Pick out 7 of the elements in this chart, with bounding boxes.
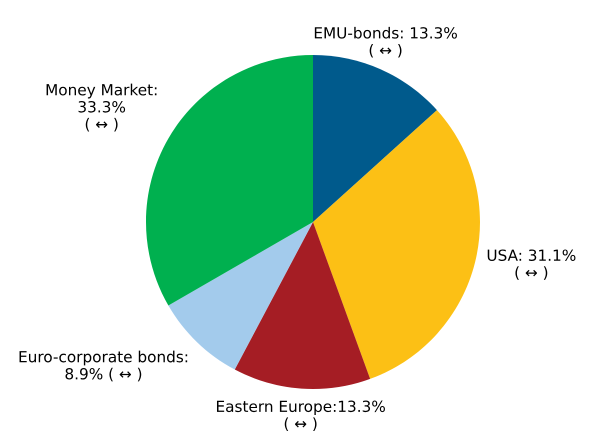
pie-slice xyxy=(234,222,370,389)
pie-slice xyxy=(313,110,480,379)
slice-label: Euro-corporate bonds: 8.9% ( ↔ ) xyxy=(20,350,188,382)
slice-label: EMU-bonds: 13.3% ( ↔ ) xyxy=(314,26,457,58)
slice-label: Eastern Europe:13.3% ( ↔ ) xyxy=(216,400,385,431)
slice-label: Money Market: 33.3% ( ↔ ) xyxy=(46,84,156,132)
slice-label: USA: 31.1% ( ↔ ) xyxy=(488,249,576,280)
